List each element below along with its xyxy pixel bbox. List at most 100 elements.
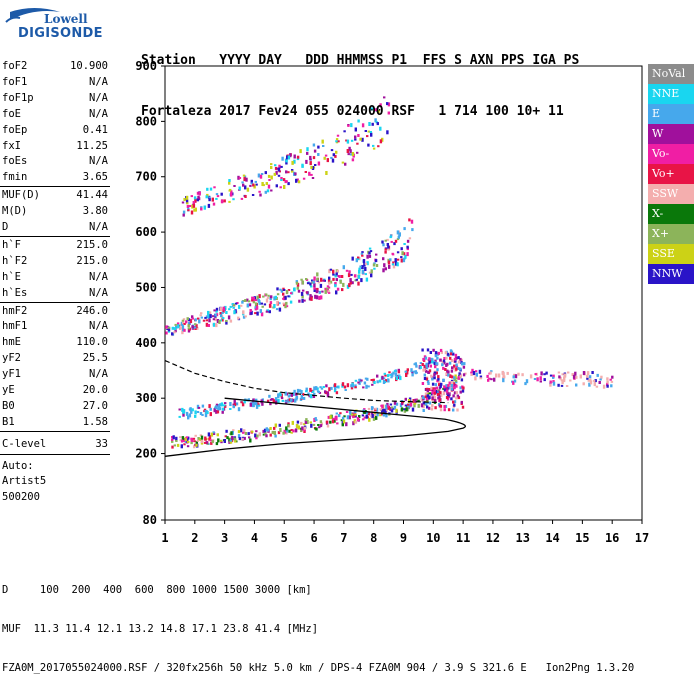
- echo-point: [311, 166, 315, 170]
- echo-point: [175, 436, 178, 441]
- echo-point: [383, 372, 386, 375]
- echo-point: [328, 387, 331, 392]
- echo-point: [428, 360, 431, 364]
- echo-point: [278, 423, 281, 427]
- echo-point: [332, 277, 335, 281]
- echo-point: [204, 316, 207, 319]
- echo-point: [256, 295, 259, 300]
- echo-point: [356, 258, 360, 261]
- echo-point: [230, 192, 233, 197]
- echo-point: [563, 376, 566, 381]
- echo-point: [207, 310, 210, 315]
- echo-point: [200, 207, 203, 211]
- echo-point: [367, 143, 370, 147]
- echo-point: [276, 300, 279, 305]
- echo-point: [303, 423, 306, 426]
- echo-point: [424, 395, 427, 399]
- echo-point: [424, 364, 427, 369]
- header-columns: Station YYYY DAY DDD HHMMSS P1 FFS S AXN…: [141, 53, 580, 68]
- echo-point: [373, 381, 376, 384]
- echo-point: [329, 268, 333, 271]
- echo-point: [316, 288, 319, 292]
- echo-point: [400, 256, 403, 259]
- echo-point: [586, 376, 589, 380]
- echo-point: [167, 330, 171, 333]
- echo-point: [279, 428, 282, 432]
- echo-point: [209, 407, 212, 411]
- header-values: Fortaleza 2017 Fev24 055 024000 RSF 1 71…: [141, 104, 564, 119]
- echo-point: [300, 390, 303, 394]
- echo-point: [514, 374, 518, 379]
- echo-point: [229, 438, 233, 442]
- echo-point: [252, 183, 255, 187]
- echo-point: [244, 315, 247, 318]
- echo-point: [186, 317, 189, 321]
- echo-point: [295, 281, 299, 285]
- echo-point: [413, 403, 416, 408]
- echo-point: [357, 274, 361, 279]
- echo-point: [283, 185, 286, 189]
- echo-point: [182, 210, 186, 214]
- echo-point: [221, 311, 224, 314]
- echo-point: [297, 425, 300, 430]
- echo-point: [437, 396, 440, 400]
- echo-point: [260, 173, 264, 175]
- echo-point: [179, 436, 182, 439]
- echo-point: [392, 371, 395, 375]
- echo-point: [219, 307, 223, 312]
- echo-point: [172, 435, 175, 440]
- echo-point: [443, 405, 446, 408]
- echo-point: [377, 110, 380, 113]
- echo-point: [358, 382, 361, 385]
- echo-point: [287, 155, 291, 160]
- echo-point: [351, 158, 355, 162]
- echo-point: [311, 177, 315, 179]
- echo-point: [174, 323, 177, 326]
- echo-point: [308, 171, 311, 176]
- echo-point: [425, 387, 428, 391]
- param-label: fxI: [2, 139, 21, 152]
- echo-point: [332, 153, 335, 157]
- echo-point: [273, 426, 276, 430]
- echo-point: [391, 263, 395, 266]
- echo-point: [427, 371, 430, 374]
- echo-point: [450, 387, 454, 391]
- echo-point: [377, 145, 380, 148]
- param-row: fxI 11.25: [2, 140, 108, 155]
- echo-point: [327, 279, 331, 284]
- echo-point: [217, 438, 220, 443]
- echo-point: [399, 403, 403, 408]
- echo-point: [215, 409, 218, 414]
- param-value: N/A: [89, 286, 108, 299]
- echo-point: [398, 232, 401, 237]
- echo-point: [451, 375, 454, 379]
- echo-point: [387, 245, 390, 250]
- echo-point: [193, 445, 196, 449]
- echo-point: [436, 362, 439, 366]
- echo-point: [403, 408, 406, 411]
- echo-point: [233, 185, 236, 187]
- echo-point: [320, 295, 323, 300]
- echo-point: [212, 318, 216, 321]
- echo-point: [425, 364, 428, 368]
- echo-point: [414, 398, 417, 403]
- echo-point: [376, 413, 379, 417]
- echo-point: [225, 320, 228, 322]
- echo-point: [191, 204, 194, 209]
- echo-point: [361, 265, 364, 270]
- echo-point: [464, 372, 467, 375]
- echo-point: [205, 315, 209, 319]
- echo-point: [292, 392, 295, 396]
- y-tick-label: 800: [135, 114, 157, 128]
- echo-point: [445, 384, 448, 388]
- echo-point: [274, 166, 278, 170]
- param-label: foEs: [2, 155, 28, 168]
- echo-point: [268, 179, 271, 181]
- echo-point: [389, 407, 392, 411]
- echo-point: [283, 429, 286, 433]
- echo-point: [401, 251, 404, 256]
- echo-point: [452, 394, 455, 398]
- echo-point: [349, 410, 352, 415]
- echo-point: [255, 402, 258, 406]
- echo-point: [200, 435, 204, 440]
